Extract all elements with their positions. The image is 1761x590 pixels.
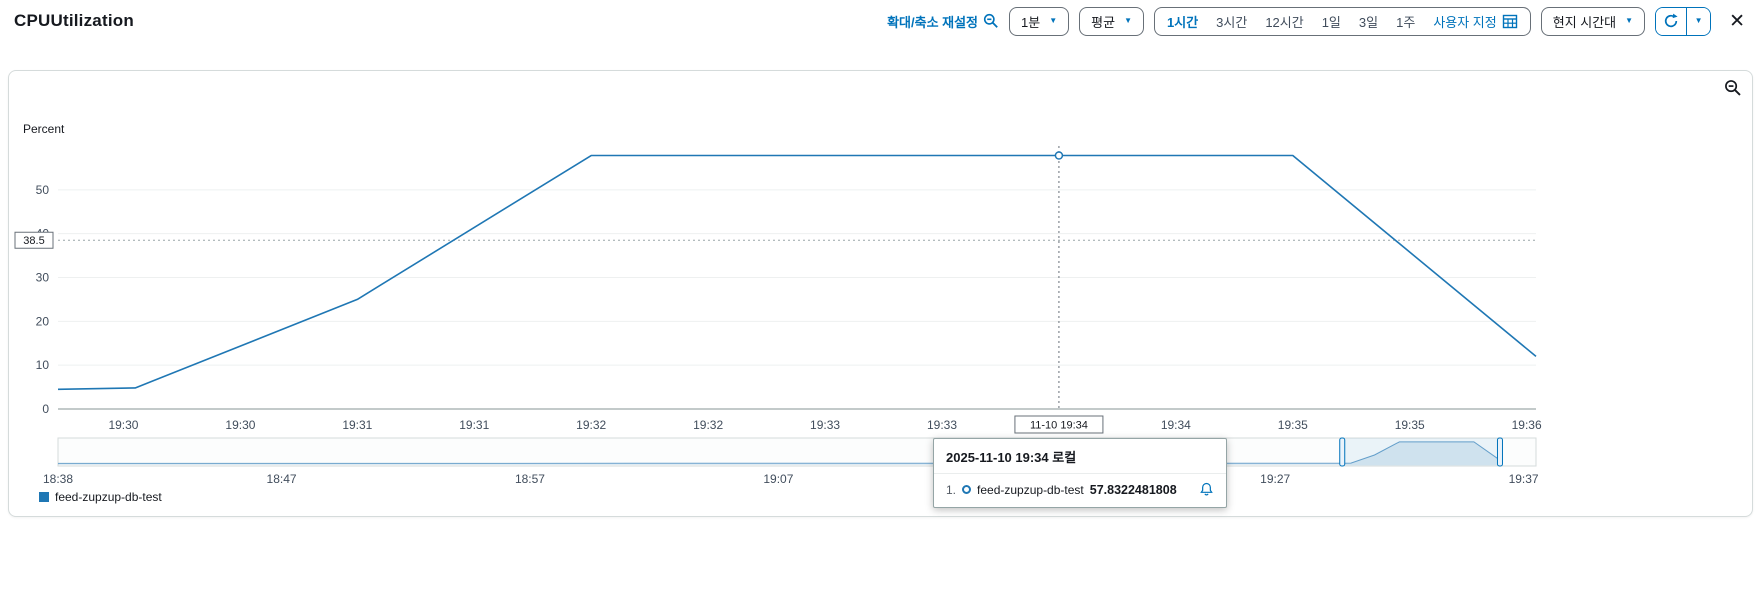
y-tick-label: 20 <box>36 314 50 328</box>
refresh-options-button[interactable]: ▼ <box>1687 7 1711 35</box>
x-tick-label: 19:36 <box>1512 418 1542 432</box>
brush-window[interactable] <box>1342 438 1500 466</box>
page-title: CPUUtilization <box>14 11 134 30</box>
x-tick-label: 19:33 <box>927 418 957 432</box>
refresh-icon <box>1664 13 1678 28</box>
calendar-icon <box>1502 14 1517 29</box>
statistic-dropdown[interactable]: 평균 ▼ <box>1079 6 1144 36</box>
navigator-tick-label: 19:07 <box>763 472 793 486</box>
x-tick-label: 19:33 <box>810 418 840 432</box>
zoom-reset-label: 확대/축소 재설정 <box>887 14 979 30</box>
legend-label[interactable]: feed-zupzup-db-test <box>55 490 162 504</box>
tooltip-row: 1. feed-zupzup-db-test 57.8322481808 <box>934 474 1226 507</box>
chart-panel: Percent 0102030405019:3019:3019:3119:311… <box>8 70 1753 517</box>
statistic-dropdown-label: 평균 <box>1091 14 1116 30</box>
hover-y-value-label: 38.5 <box>23 235 44 247</box>
chevron-down-icon: ▼ <box>1049 16 1058 25</box>
topbar: CPUUtilization 확대/축소 재설정 1분 ▼ 평균 ▼ 1시간 <box>0 0 1761 42</box>
alarm-bell-icon[interactable] <box>1199 482 1214 497</box>
x-tick-label: 19:34 <box>1161 418 1191 432</box>
cloudwatch-metric-widget: CPUUtilization 확대/축소 재설정 1분 ▼ 평균 ▼ 1시간 <box>0 0 1761 517</box>
y-tick-label: 10 <box>36 358 50 372</box>
x-tick-label: 19:30 <box>225 418 255 432</box>
x-tick-label: 19:31 <box>342 418 372 432</box>
range-12h[interactable]: 12시간 <box>1256 8 1312 35</box>
x-tick-label: 19:31 <box>459 418 489 432</box>
zoom-out-icon <box>1725 80 1741 96</box>
range-custom-label: 사용자 지정 <box>1433 14 1497 30</box>
chart-tooltip: 2025-11-10 19:34 로컬 1. feed-zupzup-db-te… <box>933 438 1227 508</box>
brush-handle-right[interactable] <box>1496 437 1503 467</box>
brush-handle-left[interactable] <box>1339 437 1346 467</box>
x-tick-label: 19:35 <box>1395 418 1425 432</box>
navigator-tick-label: 19:37 <box>1509 472 1539 486</box>
y-tick-label: 30 <box>36 271 50 285</box>
navigator-tick-label: 19:27 <box>1260 472 1290 486</box>
range-1w[interactable]: 1주 <box>1387 8 1424 35</box>
toolbar: 확대/축소 재설정 1분 ▼ 평균 ▼ 1시간 3시간 12시간 1일 <box>887 6 1745 36</box>
x-tick-label: 19:30 <box>108 418 138 432</box>
navigator-tick-label: 18:57 <box>515 472 545 486</box>
hover-point-marker <box>1054 151 1064 160</box>
y-axis-label: Percent <box>23 122 65 136</box>
range-1h[interactable]: 1시간 <box>1158 8 1207 35</box>
period-dropdown[interactable]: 1분 ▼ <box>1009 6 1070 36</box>
zoom-out-button[interactable] <box>1724 79 1742 97</box>
series-line <box>57 154 1537 391</box>
refresh-split-button: ▼ <box>1655 6 1712 36</box>
range-3h[interactable]: 3시간 <box>1207 8 1256 35</box>
period-dropdown-label: 1분 <box>1021 14 1041 30</box>
navigator-tick-label: 18:47 <box>267 472 297 486</box>
x-tick-label: 19:35 <box>1278 418 1308 432</box>
chevron-down-icon: ▼ <box>1625 16 1634 25</box>
zoom-reset-link[interactable]: 확대/축소 재설정 <box>887 12 999 31</box>
navigator-strip[interactable] <box>57 437 1537 467</box>
range-3d[interactable]: 3일 <box>1350 8 1387 35</box>
navigator-tick-label: 18:38 <box>43 472 73 486</box>
timezone-dropdown-label: 현지 시간대 <box>1552 14 1617 30</box>
chevron-down-icon: ▼ <box>1124 16 1132 25</box>
close-button[interactable]: ✕ <box>1729 10 1745 32</box>
tooltip-series-name: feed-zupzup-db-test <box>977 482 1084 497</box>
tooltip-row-index: 1. <box>946 482 957 497</box>
tooltip-title: 2025-11-10 19:34 로컬 <box>934 439 1226 474</box>
y-tick-label: 0 <box>42 402 49 416</box>
refresh-button[interactable] <box>1656 7 1688 35</box>
hover-x-label: 11-10 19:34 <box>1030 420 1088 432</box>
timezone-dropdown[interactable]: 현지 시간대 ▼ <box>1540 6 1646 36</box>
time-range-segmented: 1시간 3시간 12시간 1일 3일 1주 사용자 지정 <box>1154 6 1531 36</box>
hover-x-label-box <box>1014 415 1104 434</box>
legend-swatch <box>39 492 49 502</box>
range-custom[interactable]: 사용자 지정 <box>1424 8 1526 35</box>
x-tick-label: 19:32 <box>693 418 723 432</box>
navigator-area <box>58 441 1500 465</box>
zoom-out-icon <box>983 13 998 28</box>
series-marker-icon <box>962 485 972 494</box>
metric-chart[interactable]: 0102030405019:3019:3019:3119:3119:3219:3… <box>9 71 1752 487</box>
range-1d[interactable]: 1일 <box>1313 8 1350 35</box>
legend: feed-zupzup-db-test <box>39 490 162 504</box>
tooltip-series-value: 57.8322481808 <box>1089 482 1177 497</box>
x-tick-label: 19:32 <box>576 418 606 432</box>
hover-y-value-box <box>14 231 54 249</box>
y-tick-label: 50 <box>36 183 50 197</box>
chevron-down-icon: ▼ <box>1694 16 1703 25</box>
